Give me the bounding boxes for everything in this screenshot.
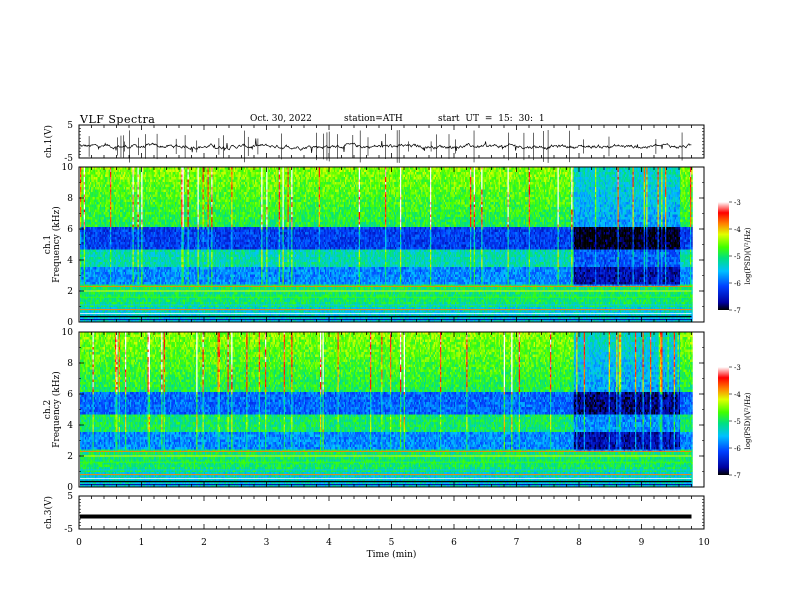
y-tick-label: 4 <box>67 421 73 431</box>
ch2-spectrogram-panel: ch.2 Frequency (kHz)-3-4-5-6-7log(PSD)(V²… <box>43 332 752 487</box>
y-tick-label: 6 <box>67 225 73 235</box>
y-tick-label: 10 <box>62 163 74 173</box>
ch3-y-label: ch.3(V) <box>43 496 54 529</box>
ch1-spectrogram-colorbar-tick: -5 <box>734 253 741 261</box>
x-tick-label: 2 <box>201 538 207 548</box>
ch2-spectrogram-colorbar-label: log(PSD)(V²/Hz) <box>744 392 752 449</box>
ch2-spectrogram-colorbar-tick: -5 <box>734 418 741 426</box>
x-tick-label: 5 <box>389 538 395 548</box>
y-tick-label: 8 <box>67 194 73 204</box>
x-tick-label: 3 <box>264 538 270 548</box>
ch1-spectrogram-cells <box>80 167 693 322</box>
ch3-waveform-panel: ch.3(V) Time (min) <box>43 496 704 560</box>
y-tick-label: 2 <box>67 452 73 462</box>
y-tick-label: 8 <box>67 359 73 369</box>
y-tick-label: 5 <box>67 121 73 131</box>
x-axis-label: Time (min) <box>367 549 417 560</box>
ch1-spectrogram-colorbar-label: log(PSD)(V²/Hz) <box>744 227 752 284</box>
x-tick-label: 9 <box>639 538 645 548</box>
x-tick-label: 4 <box>326 538 332 548</box>
ch1-spectrogram-colorbar-tick: -7 <box>734 307 741 315</box>
ch1-spectrogram-colorbar-tick: -6 <box>734 280 741 288</box>
x-tick-label: 8 <box>576 538 582 548</box>
ch1-y-label: ch.1(V) <box>43 125 54 158</box>
ch2-spectrogram-y-label: Frequency (kHz) <box>51 371 62 448</box>
y-tick-label: 5 <box>67 492 73 502</box>
y-tick-label: 10 <box>62 328 74 338</box>
ch2-spectrogram-colorbar: -3 -4 -5 -6 -7 log(PSD)(V²/Hz) <box>718 364 752 480</box>
ch1-spectrogram-colorbar: -3 -4 -5 -6 -7 log(PSD)(V²/Hz) <box>718 199 752 315</box>
x-tick-label: 10 <box>698 538 710 548</box>
ch2-spectrogram-cells <box>80 332 693 487</box>
ch2-spectrogram-colorbar-tick: -4 <box>734 391 741 399</box>
ch1-x-ticks <box>79 125 704 158</box>
y-tick-label: 6 <box>67 390 73 400</box>
x-tick-label: 7 <box>514 538 520 548</box>
ch1-spectrogram-y-label: Frequency (kHz) <box>51 206 62 283</box>
ch2-spectrogram-colorbar-tick: -6 <box>734 445 741 453</box>
y-tick-label: 0 <box>67 318 73 328</box>
ch1-spectrogram-panel: ch.1 Frequency (kHz)-3-4-5-6-7log(PSD)(V²… <box>43 167 752 322</box>
ch1-spectrogram-colorbar-tick: -4 <box>734 226 741 234</box>
y-tick-label: 4 <box>67 256 73 266</box>
ch1-spectrogram-colorbar-bar <box>718 202 729 310</box>
ch3-x-ticks: 0 1 2 3 4 5 6 7 8 9 10 <box>76 496 710 548</box>
ch2-spectrogram-colorbar-tick: -7 <box>734 472 741 480</box>
x-tick-label: 1 <box>139 538 145 548</box>
ch1-spectrogram-colorbar-tick: -3 <box>734 199 741 207</box>
x-tick-label: 6 <box>451 538 457 548</box>
ch2-spectrogram-colorbar-tick: -3 <box>734 364 741 372</box>
y-tick-label: 2 <box>67 287 73 297</box>
ch1-waveform-panel: ch.1(V) <box>43 125 704 163</box>
x-tick-label: 0 <box>76 538 82 548</box>
y-tick-label: -5 <box>64 525 73 535</box>
ch2-spectrogram-colorbar-bar <box>718 367 729 475</box>
